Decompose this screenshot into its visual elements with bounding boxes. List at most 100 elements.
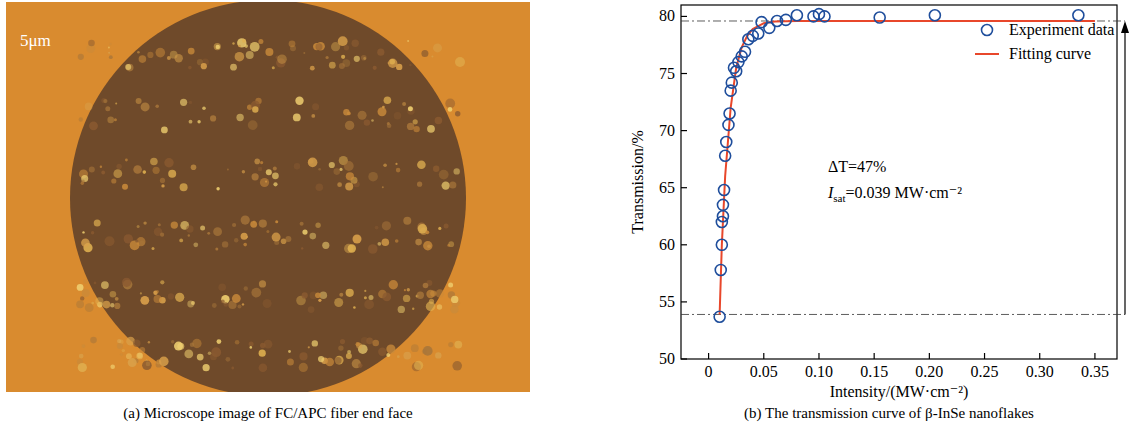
speckle [331,42,340,51]
speckle [122,278,131,287]
data-point [1073,10,1084,21]
speckle [191,165,197,171]
speckle [221,300,225,304]
speckle [448,107,453,112]
speckle [126,64,134,72]
speckle [105,236,115,246]
speckle [436,289,445,298]
x-tick [1039,353,1040,359]
speckle [354,56,360,62]
arrow-head [1121,21,1129,33]
speckle [218,284,226,292]
speckle [140,296,149,305]
speckle [133,340,140,347]
speckle [358,363,363,368]
speckle [346,353,352,359]
speckle [394,112,402,120]
speckle [289,40,296,47]
speckle [454,341,462,349]
speckle [110,303,114,307]
speckle [226,357,231,362]
speckle [161,184,164,187]
speckle [105,106,110,111]
speckle [452,361,462,371]
speckle [439,170,449,180]
speckle [115,102,117,104]
speckle [188,66,192,70]
speckle [82,289,90,297]
speckle [454,168,460,174]
speckle [423,283,429,289]
speckle [107,117,114,124]
speckle [91,231,94,234]
speckle [250,42,260,52]
x-tick-label: 0.10 [805,363,833,380]
speckle [241,216,250,225]
speckle [259,280,266,287]
speckle [125,159,128,162]
speckle [160,280,164,284]
speckle [339,293,343,297]
speckle [285,236,291,242]
data-point [715,264,726,275]
speckle [404,289,406,291]
speckle [386,345,395,354]
speckle [397,355,400,358]
speckle [89,121,98,130]
data-point [819,11,830,22]
speckle [311,114,315,118]
speckle [340,339,345,344]
data-point [717,199,728,210]
speckle [265,48,273,56]
speckle [137,225,140,228]
speckle [91,302,94,305]
speckle [137,51,140,54]
speckle [361,55,367,61]
speckle [235,52,245,62]
speckle [402,102,406,106]
speckle [310,233,317,240]
speckle [258,167,262,171]
speckle [143,170,147,174]
x-tick-label: 0.05 [750,363,778,380]
speckle [301,247,303,249]
speckle [81,175,88,182]
legend-line [975,53,999,55]
speckle [448,342,453,347]
speckle [111,178,116,183]
data-point [753,28,764,39]
x-tick-label: 0.30 [1026,363,1054,380]
speckle [361,337,368,344]
speckle [427,125,435,133]
speckle [378,107,387,116]
speckle [216,45,220,49]
speckle [177,343,184,350]
speckle [450,305,458,313]
speckle [250,346,253,349]
speckle [193,242,198,247]
speckle [158,223,161,226]
speckle [273,166,277,170]
speckle [382,186,384,188]
speckle [266,169,272,175]
speckle [364,300,374,310]
speckle [417,160,426,169]
speckle [421,50,428,57]
speckle [344,45,349,50]
speckle [368,172,378,182]
speckle [227,169,229,171]
speckle [78,363,87,372]
speckle [364,296,367,299]
speckle [201,63,207,69]
speckle [315,223,320,228]
speckle [184,350,193,359]
legend-label: Experiment data [1009,21,1114,39]
y-tick-label: 70 [659,122,675,139]
data-point [780,14,791,25]
speckle [88,40,95,47]
speckle [308,158,318,168]
data-point [723,119,734,130]
speckle [150,158,158,166]
speckle [171,340,174,343]
x-tick [1094,353,1095,359]
